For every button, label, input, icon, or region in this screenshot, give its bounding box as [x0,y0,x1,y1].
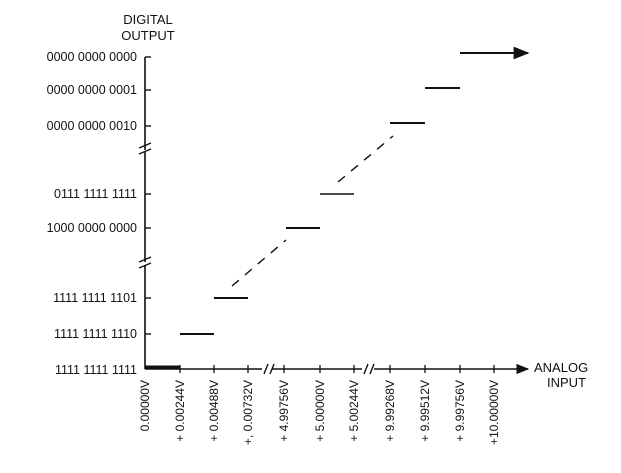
x-voltage-label: + 4.99756V [277,380,291,442]
y-code-label: 0000 0000 0001 [47,83,137,97]
x-voltage-label: +, 0.00732V [241,380,255,445]
y-code-label: 1111 1111 1101 [53,291,137,305]
x-voltage-labels: 0.00000V + 0.00244V + 0.00488V +, 0.0073… [138,380,501,445]
x-voltage-label: + 0.00244V [173,380,187,442]
x-voltage-label: + 9.99512V [418,380,432,442]
y-code-label: 1111 1111 1111 [55,363,137,377]
x-tick-group [179,365,495,373]
x-voltage-label: 0.00000V [138,380,152,431]
x-voltage-label: + 9.99756V [453,380,467,442]
transfer-steps [180,46,530,335]
interpolation-dashes [231,135,394,287]
y-axis-title-line2: OUTPUT [121,28,175,43]
x-axis-break-right [363,363,375,375]
dashed-transition [231,239,287,287]
dashed-transition [337,135,394,183]
x-voltage-label: + 5.00244V [347,380,361,442]
y-code-label: 0000 0000 0010 [47,119,137,133]
x-voltage-label: + 0.00488V [207,380,221,442]
x-axis-title-line1: ANALOG [534,360,588,375]
y-axis-title-line1: DIGITAL [123,12,173,27]
y-code-label: 1000 0000 0000 [47,221,137,235]
y-axis-break-upper [138,142,152,155]
y-tick-group [145,56,151,335]
y-axis [138,57,152,369]
y-code-label: 1111 1111 1110 [54,327,137,341]
x-axis [145,363,530,375]
y-code-label: 0111 1111 1111 [54,187,137,201]
x-voltage-label: +10.00000V [487,380,501,445]
x-voltage-label: + 5.00000V [313,380,327,442]
x-axis-title-line2: INPUT [547,375,586,390]
y-code-labels: 0000 0000 0000 0000 0000 0001 0000 0000 … [47,50,137,377]
y-code-label: 0000 0000 0000 [47,50,137,64]
x-voltage-label: + 9.99268V [383,380,397,442]
